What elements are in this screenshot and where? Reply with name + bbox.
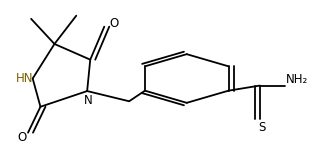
Text: NH₂: NH₂	[286, 73, 309, 86]
Text: S: S	[259, 121, 266, 134]
Text: O: O	[109, 17, 118, 30]
Text: O: O	[18, 131, 27, 144]
Text: N: N	[84, 94, 92, 107]
Text: HN: HN	[16, 72, 34, 85]
